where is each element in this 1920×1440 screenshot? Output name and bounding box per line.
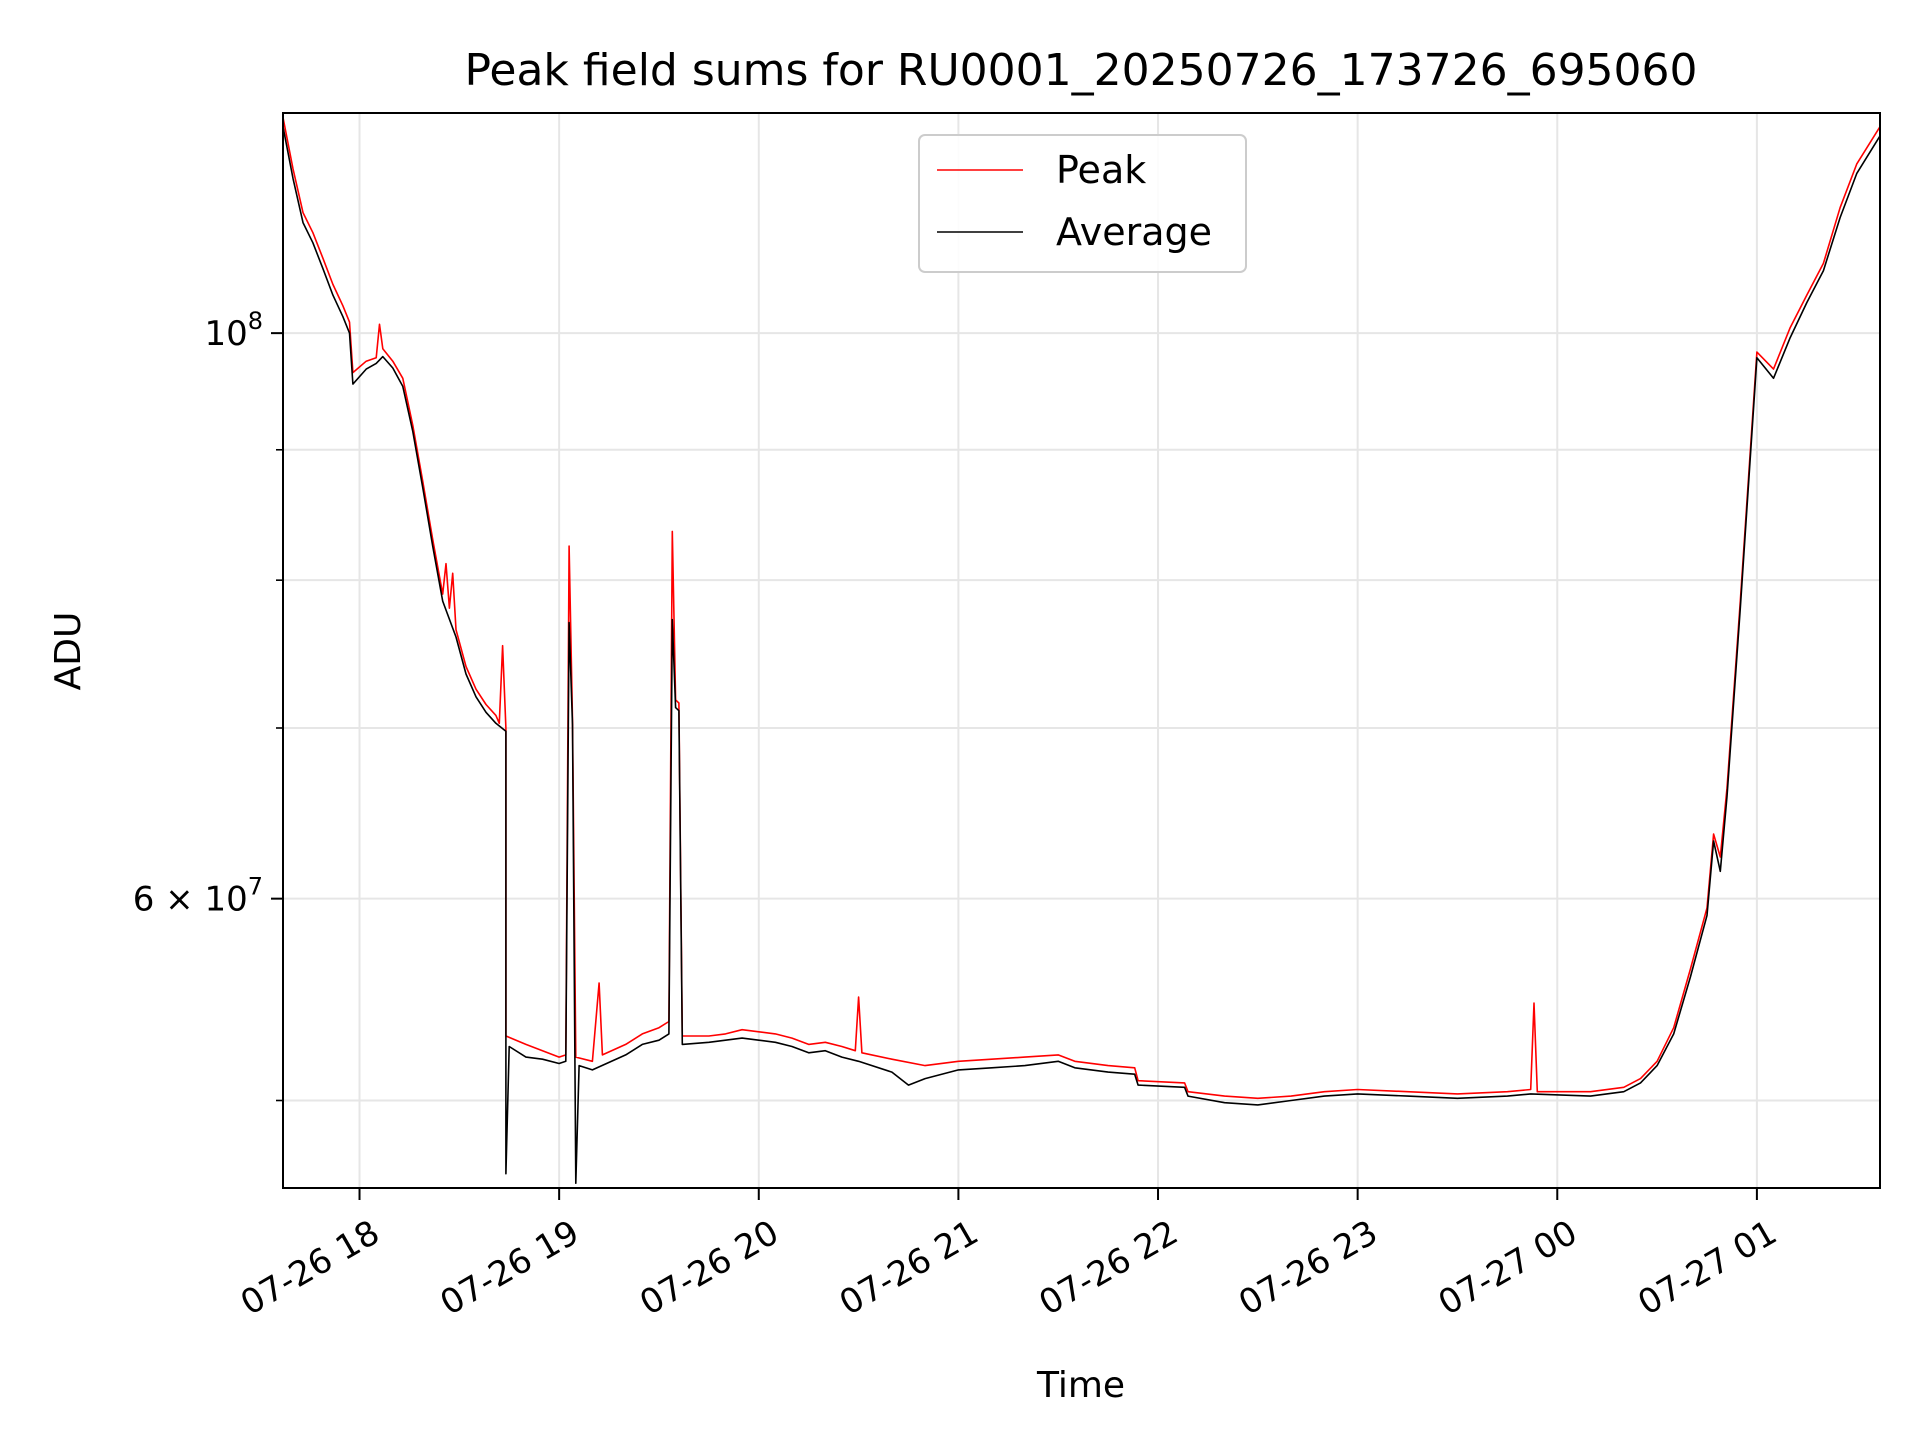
y-tick-exponent: 8 — [248, 307, 263, 335]
y-tick-base: 10 — [204, 314, 247, 354]
y-tick-label: 6 × 107 — [133, 873, 263, 920]
chart-title: Peak field sums for RU0001_20250726_1737… — [464, 45, 1697, 96]
legend-peak-label: Peak — [1056, 148, 1146, 192]
x-axis-label: Time — [1036, 1365, 1125, 1406]
series-line-peak — [282, 117, 1881, 1100]
series-layer — [282, 117, 1881, 1184]
y-tick-exponent: 7 — [248, 873, 263, 901]
legend-average-label: Average — [1056, 210, 1212, 254]
legend: Peak Average — [918, 134, 1247, 273]
y-tick-base: 10 — [204, 880, 247, 920]
y-tick-label: 108 — [204, 307, 263, 354]
y-axis-label: ADU — [48, 612, 89, 691]
grid — [283, 113, 1880, 1188]
series-line-average — [282, 126, 1881, 1184]
y-tick-mantissa: 6 × — [133, 880, 205, 920]
plot-frame — [282, 112, 1881, 1189]
